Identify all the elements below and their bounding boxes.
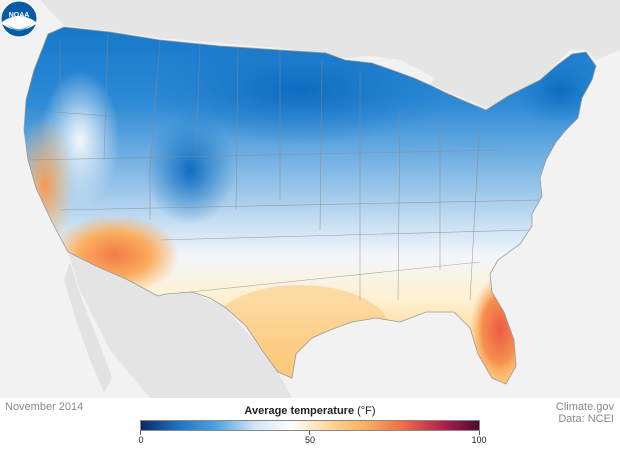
legend-tick-max — [479, 431, 480, 435]
canada-land — [0, 0, 620, 108]
baja-peninsula — [64, 262, 112, 392]
legend-tick-mid — [309, 431, 310, 435]
credit-block: Climate.gov Data: NCEI — [556, 401, 614, 425]
credit-data: Data: NCEI — [558, 413, 614, 425]
legend-title-text: Average temperature — [244, 405, 355, 417]
credit-source: Climate.gov — [555, 401, 614, 413]
legend-color-bar — [140, 420, 480, 431]
map-footer: November 2014 Average temperature (°F) 0… — [0, 398, 620, 450]
temperature-map: NOAA — [0, 0, 620, 398]
legend-title: Average temperature (°F) — [140, 405, 480, 417]
legend-tick-label-max: 100 — [471, 435, 487, 445]
month-label: November 2014 — [5, 401, 84, 413]
legend-tick-label-mid: 50 — [304, 435, 316, 445]
legend-tick-label-min: 0 — [138, 435, 144, 445]
legend-unit: (°F) — [357, 405, 376, 417]
mexico-land — [68, 252, 292, 398]
noaa-logo-text: NOAA — [9, 12, 30, 19]
state-boundaries — [24, 33, 541, 301]
noaa-logo-icon: NOAA — [0, 0, 38, 38]
map-svg — [0, 0, 620, 398]
legend-tick-min — [140, 431, 141, 435]
